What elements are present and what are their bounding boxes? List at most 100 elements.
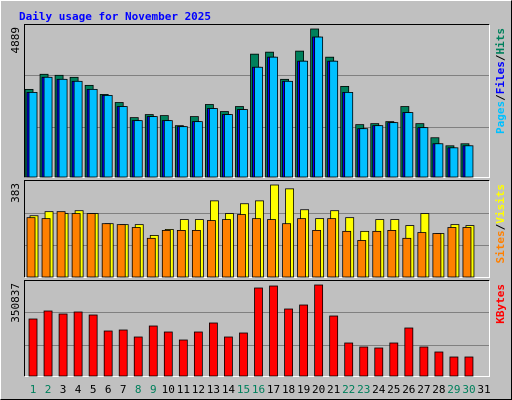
bar [163,331,173,377]
bar [131,227,141,278]
bar [116,224,126,278]
x-tick-label: 5 [90,383,97,396]
legend-separator: / [494,94,507,101]
x-tick-label: 17 [267,383,280,396]
bar [43,310,53,377]
bar [342,230,352,278]
bar [178,126,188,178]
bar [73,311,83,377]
bar [28,318,38,377]
bar [297,218,307,278]
panel-border-dark [24,24,490,178]
x-tick-label: 12 [192,383,205,396]
bar [314,36,324,178]
bar [58,78,68,178]
bar [299,60,309,178]
bar [269,56,278,178]
bar [191,229,201,278]
bar [312,229,322,278]
x-tick-label: 20 [312,383,325,396]
x-tick-label: 7 [120,383,127,396]
bar [252,218,261,278]
bar [419,346,429,377]
x-tick-label: 13 [207,383,220,396]
panel-border-light [24,180,490,278]
bar [222,219,231,278]
panel-border-light [24,280,490,377]
bar [161,229,171,278]
bar [464,145,474,178]
bar [239,109,248,178]
x-tick-label: 14 [222,383,236,396]
bar [163,120,173,178]
legend-entry: Sites [494,230,507,263]
bar [86,213,96,278]
bar [239,332,248,377]
bar [357,240,367,278]
panel-border-dark [24,180,490,278]
bar [299,304,309,377]
chart-title: Daily usage for November 2025 [19,10,211,23]
bar [237,214,246,278]
bar [88,88,98,178]
x-tick-label: 16 [252,383,265,396]
bar [404,112,414,178]
x-tick-label: 24 [372,383,386,396]
x-tick-label: 29 [447,383,460,396]
legend-entry: Pages [494,101,507,134]
legend-entry: Hits [494,28,507,55]
bar [387,229,397,278]
bar [71,213,81,278]
bar [133,120,143,178]
legend-entry: Visits [494,184,507,224]
x-tick-label: 23 [357,383,370,396]
bar [344,342,354,377]
bar [209,108,218,178]
bar [464,356,474,377]
x-tick-label: 28 [432,383,445,396]
bar [417,232,427,278]
bar [58,313,68,377]
bar [207,220,216,278]
bar [254,287,263,377]
bar [103,330,113,377]
bar [118,106,128,178]
bar [88,314,98,377]
x-tick-label: 18 [282,383,295,396]
bar [447,227,457,278]
x-tick-label: 2 [45,383,52,396]
x-tick-label: 15 [237,383,250,396]
bar [329,315,339,377]
x-tick-label: 31 [477,383,490,396]
bar [103,95,113,178]
bar [178,339,188,377]
panel-border-light [24,24,490,178]
bar [56,211,66,278]
bar [402,237,412,278]
bar [389,342,399,377]
bar [359,128,369,178]
x-tick-label: 1 [30,383,37,396]
bar [432,233,442,278]
bar [372,230,382,278]
bar [404,327,414,377]
bar [101,223,111,278]
bar [374,125,384,178]
y-tick-label: 383 [9,183,22,203]
bar [254,66,263,178]
bar [284,308,293,377]
bar [148,116,158,178]
bar [41,218,51,278]
legend-separator: / [494,223,507,230]
bar [73,80,83,178]
bar [282,223,291,278]
legend-entry: Files [494,61,507,94]
bar [176,229,186,278]
bar [26,217,36,278]
bar [193,331,203,377]
bar [419,127,429,178]
x-tick-label: 19 [297,383,310,396]
bar [374,347,384,377]
bar [389,122,399,178]
bar [28,92,38,178]
